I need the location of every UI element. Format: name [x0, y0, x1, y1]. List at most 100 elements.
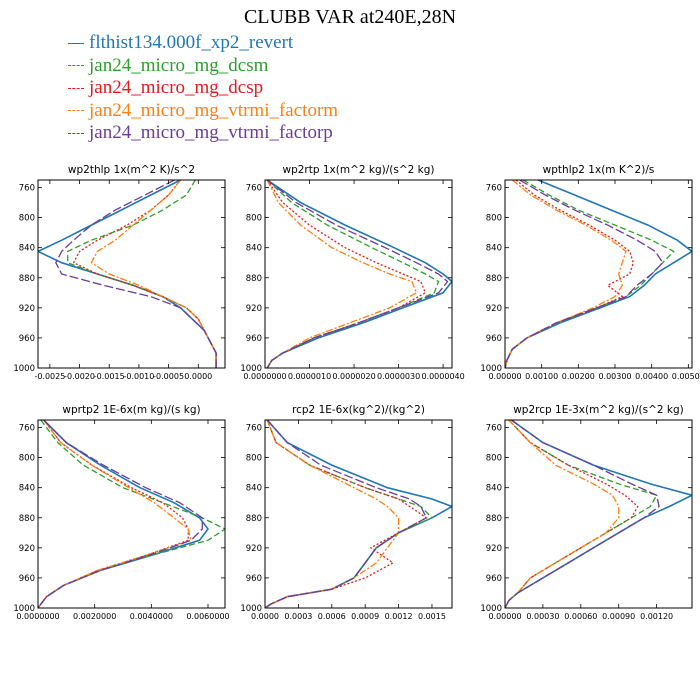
plot-frame: [264, 179, 453, 369]
y-tick-label: 920: [246, 544, 262, 554]
plot-frame: [264, 419, 453, 609]
y-tick-label: 1000: [480, 604, 502, 614]
y-tick-label: 880: [19, 514, 35, 524]
chart-panel-2: wp2rtp 1x(m^2 kg)/(s^2 kg) 760 800 840 880 92…: [240, 164, 464, 381]
x-tick-label: 0.00400: [635, 372, 668, 381]
legend-swatch-1: [68, 42, 84, 44]
y-tick-label: 880: [486, 274, 502, 284]
series-line-5: [55, 180, 217, 368]
series-line-3: [266, 180, 427, 368]
x-tick-label: 0.0000010: [288, 372, 331, 381]
y-tick-label: 920: [19, 304, 35, 314]
y-tick-label: 880: [486, 514, 502, 524]
chart-panel-1: wp2thlp 1x(m^2 K)/s^2 760 800 840 880 920 960 1…: [13, 164, 226, 381]
x-tick-label: 0.0006: [318, 612, 346, 621]
chart-panel-6: wp2rcp 1E-3x(m^2 kg)/(s^2 kg) 760 800 840 88…: [480, 404, 693, 621]
y-tick-label: 920: [246, 304, 262, 314]
plot-area: [505, 420, 692, 608]
x-tick-label: 0.0000000: [243, 372, 286, 381]
y-tick-label: 960: [246, 334, 262, 344]
y-tick-label: 960: [19, 334, 35, 344]
x-tick-label: 0.00500: [672, 372, 700, 381]
legend-swatch-4: [68, 110, 84, 112]
y-tick-label: 760: [19, 184, 35, 194]
legend-swatch-5: [68, 132, 84, 134]
y-tick-label: 760: [19, 424, 35, 434]
plot-frame: [504, 419, 693, 609]
y-tick-label: 840: [19, 244, 35, 254]
x-tick-label: -0.0025: [34, 372, 65, 381]
series-line-4: [265, 420, 400, 608]
x-tick-label: 0.0040000: [130, 612, 173, 621]
legend-label-3: jan24_micro_mg_dcsp: [89, 77, 264, 99]
plot-area: [38, 420, 225, 608]
x-tick-label: 0.00030: [526, 612, 559, 621]
panel-title: wp2rcp 1E-3x(m^2 kg)/(s^2 kg): [513, 404, 684, 416]
legend: flthist134.000f_xp2_revert jan24_micro_m…: [68, 32, 338, 145]
chart-panel-4: wprtp2 1E-6x(m kg)/(s kg) 760 800 840 880 920…: [13, 404, 229, 621]
y-tick-label: 1000: [13, 364, 35, 374]
figure-title: CLUBB VAR at240E,28N: [243, 6, 457, 28]
x-tick-label: 0.0000030: [377, 372, 420, 381]
chart-panel-3: wpthlp2 1x(m K^2)/s 760 800 840 880 920 960 100…: [480, 164, 700, 381]
x-tick-label: 0.0000: [251, 612, 279, 621]
x-tick-label: 0.0000: [184, 372, 212, 381]
y-tick-label: 800: [486, 214, 502, 224]
y-tick-label: 960: [246, 574, 262, 584]
plot-frame: [504, 179, 693, 369]
series-line-4: [266, 180, 418, 368]
series-line-5: [265, 420, 428, 608]
y-tick-label: 960: [486, 334, 502, 344]
legend-swatch-2: [68, 65, 84, 67]
plot-frame: [37, 179, 226, 369]
panel-title: wp2rtp 1x(m^2 kg)/(s^2 kg): [282, 164, 434, 176]
legend-swatch-3: [68, 87, 84, 89]
y-tick-label: 1000: [480, 364, 502, 374]
y-tick-label: 760: [486, 184, 502, 194]
legend-label-5: jan24_micro_mg_vtrmi_factorp: [89, 122, 333, 144]
series-line-2: [266, 180, 440, 368]
x-tick-label: 0.0020000: [73, 612, 116, 621]
series-line-2: [265, 420, 434, 608]
series-line-5: [38, 420, 203, 608]
legend-label-2: jan24_micro_mg_dcsm: [89, 54, 269, 76]
x-tick-label: 0.00090: [602, 612, 635, 621]
y-tick-label: 800: [246, 454, 262, 464]
legend-item-5: jan24_micro_mg_vtrmi_factorp: [68, 122, 338, 145]
plot-area: [265, 420, 452, 608]
plot-area: [505, 180, 692, 368]
x-tick-label: 0.00060: [564, 612, 597, 621]
x-tick-label: 0.00000: [488, 372, 521, 381]
y-tick-label: 760: [486, 424, 502, 434]
y-tick-label: 880: [246, 514, 262, 524]
series-line-3: [505, 420, 639, 608]
y-tick-label: 920: [19, 544, 35, 554]
x-tick-label: 0.0000000: [16, 612, 59, 621]
legend-item-1: flthist134.000f_xp2_revert: [68, 32, 338, 55]
x-tick-label: 0.00100: [525, 372, 558, 381]
x-tick-label: -0.0020: [64, 372, 95, 381]
y-tick-label: 880: [19, 274, 35, 284]
series-line-2: [505, 180, 675, 368]
y-tick-label: 1000: [240, 364, 262, 374]
y-tick-label: 760: [246, 424, 262, 434]
chart-panel-5: rcp2 1E-6x(kg^2)/(kg^2) 760 800 840 880 920 96…: [240, 404, 453, 621]
x-tick-label: 0.0000040: [421, 372, 464, 381]
series-line-4: [38, 420, 192, 608]
y-tick-label: 960: [486, 574, 502, 584]
y-tick-label: 920: [486, 544, 502, 554]
y-tick-label: 1000: [240, 604, 262, 614]
y-tick-label: 840: [486, 484, 502, 494]
x-tick-label: 0.00120: [640, 612, 673, 621]
series-line-2: [67, 180, 217, 368]
legend-item-3: jan24_micro_mg_dcsp: [68, 77, 338, 100]
y-tick-label: 800: [246, 214, 262, 224]
series-line-5: [505, 420, 660, 608]
panel-title: wprtp2 1E-6x(m kg)/(s kg): [62, 404, 200, 416]
series-line-4: [505, 180, 627, 368]
legend-item-4: jan24_micro_mg_vtrmi_factorm: [68, 100, 338, 123]
x-tick-label: -0.0015: [94, 372, 125, 381]
y-tick-label: 840: [246, 244, 262, 254]
y-tick-label: 840: [19, 484, 35, 494]
